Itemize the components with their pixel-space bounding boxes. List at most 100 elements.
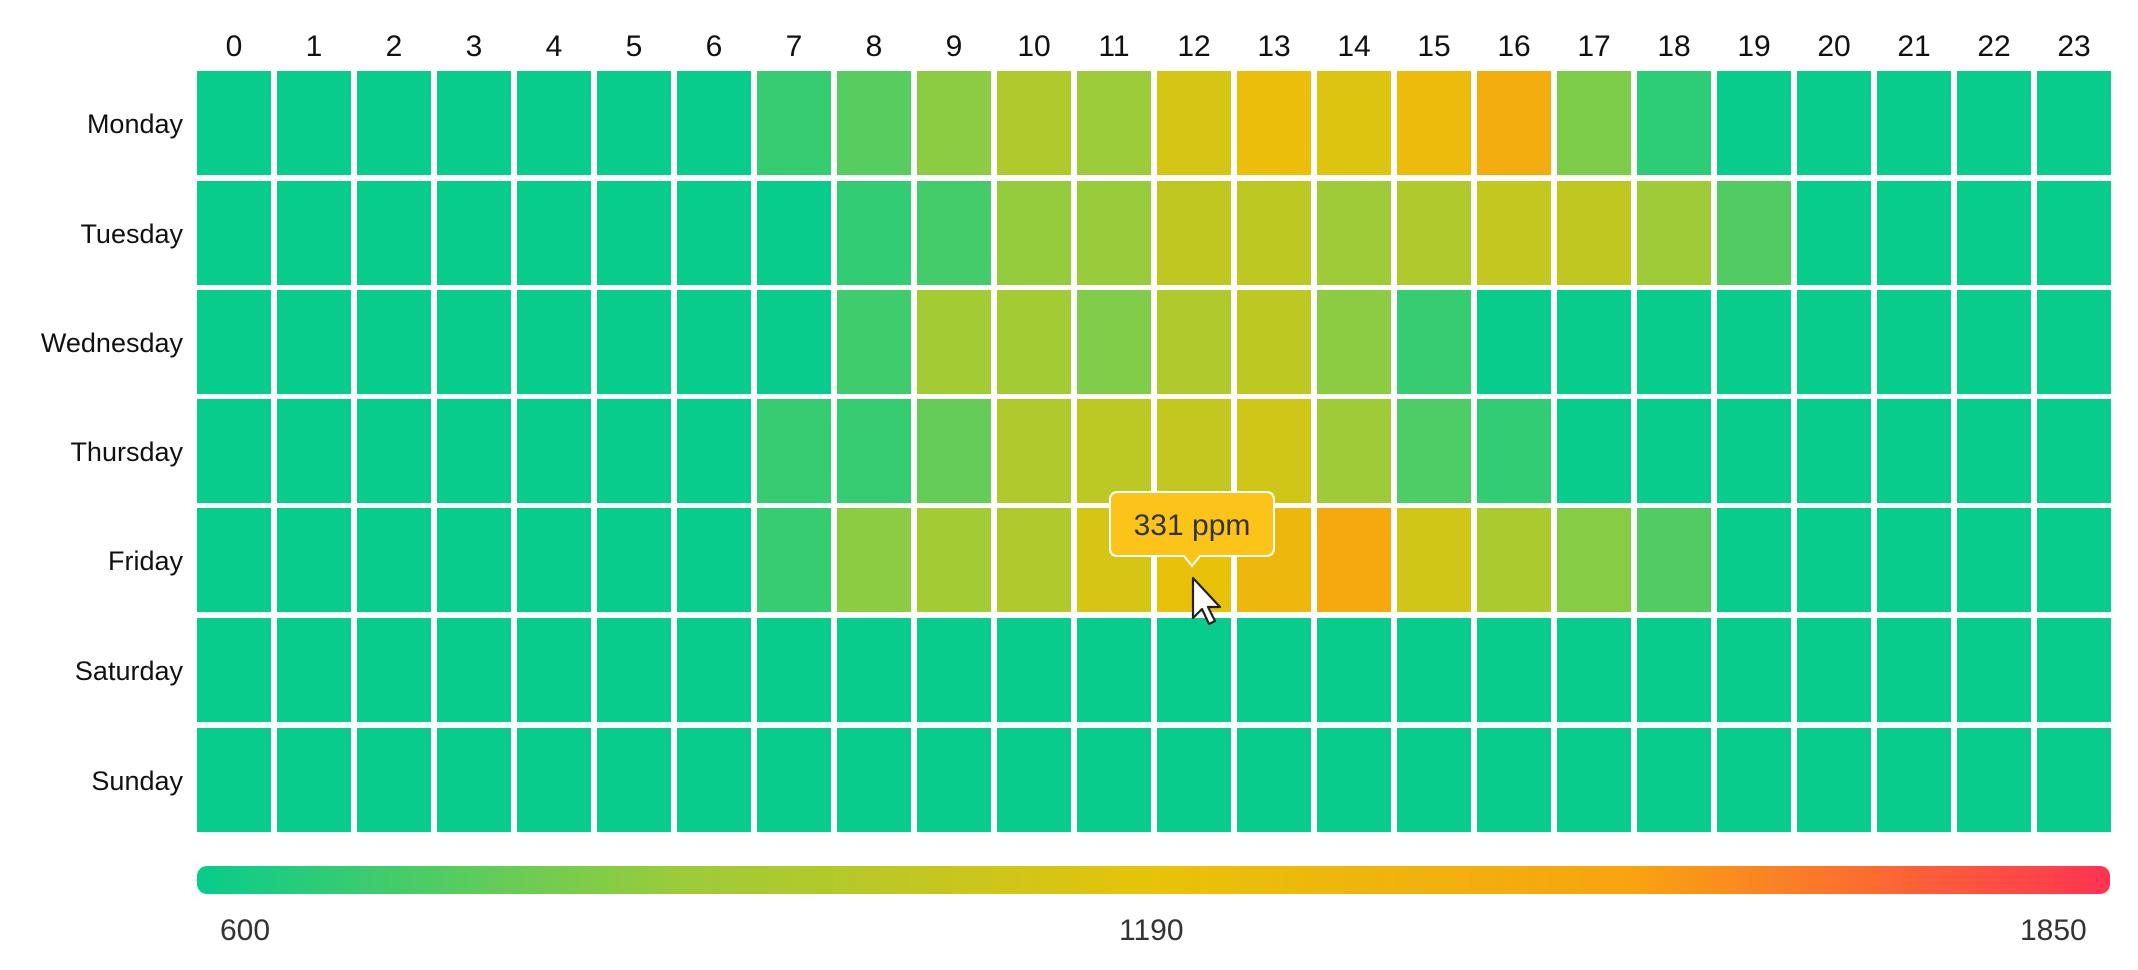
heatmap-cell[interactable] bbox=[1397, 71, 1471, 175]
heatmap-cell[interactable] bbox=[1237, 399, 1311, 503]
heatmap-cell[interactable] bbox=[517, 181, 591, 285]
heatmap-cell[interactable] bbox=[1717, 508, 1791, 612]
heatmap-cell[interactable] bbox=[1877, 508, 1951, 612]
heatmap-cell[interactable] bbox=[1317, 508, 1391, 612]
heatmap-cell[interactable] bbox=[2037, 728, 2111, 832]
heatmap-cell[interactable] bbox=[1957, 618, 2031, 722]
heatmap-cell[interactable] bbox=[197, 399, 271, 503]
heatmap-cell[interactable] bbox=[1557, 290, 1631, 394]
heatmap-cell[interactable] bbox=[1797, 290, 1871, 394]
heatmap-cell[interactable] bbox=[1477, 618, 1551, 722]
heatmap-cell[interactable] bbox=[1797, 508, 1871, 612]
heatmap-cell[interactable] bbox=[757, 728, 831, 832]
heatmap-cell[interactable] bbox=[917, 290, 991, 394]
heatmap-cell[interactable] bbox=[1477, 181, 1551, 285]
heatmap-cell[interactable] bbox=[1397, 399, 1471, 503]
heatmap-cell[interactable] bbox=[1317, 618, 1391, 722]
heatmap-cell[interactable] bbox=[357, 618, 431, 722]
heatmap-cell[interactable] bbox=[2037, 71, 2111, 175]
heatmap-cell[interactable] bbox=[917, 618, 991, 722]
heatmap-cell[interactable] bbox=[917, 728, 991, 832]
heatmap-cell[interactable] bbox=[1957, 290, 2031, 394]
heatmap-cell[interactable] bbox=[677, 290, 751, 394]
heatmap-cell[interactable] bbox=[1637, 728, 1711, 832]
heatmap-cell[interactable] bbox=[197, 71, 271, 175]
heatmap-cell[interactable] bbox=[1877, 71, 1951, 175]
heatmap-cell[interactable] bbox=[277, 181, 351, 285]
heatmap-cell[interactable] bbox=[997, 290, 1071, 394]
heatmap-cell[interactable] bbox=[597, 728, 671, 832]
heatmap-cell[interactable] bbox=[1717, 399, 1791, 503]
heatmap-cell[interactable] bbox=[1797, 181, 1871, 285]
heatmap-cell[interactable] bbox=[997, 618, 1071, 722]
heatmap-cell[interactable] bbox=[917, 508, 991, 612]
heatmap-cell[interactable] bbox=[197, 508, 271, 612]
heatmap-cell[interactable] bbox=[517, 399, 591, 503]
heatmap-cell[interactable] bbox=[1877, 290, 1951, 394]
heatmap-cell[interactable] bbox=[2037, 618, 2111, 722]
heatmap-cell[interactable] bbox=[757, 181, 831, 285]
heatmap-cell[interactable] bbox=[1477, 508, 1551, 612]
heatmap-cell[interactable] bbox=[1157, 399, 1231, 503]
heatmap-cell[interactable] bbox=[1637, 181, 1711, 285]
heatmap-cell[interactable] bbox=[1317, 290, 1391, 394]
heatmap-cell[interactable] bbox=[1797, 399, 1871, 503]
heatmap-cell[interactable] bbox=[757, 618, 831, 722]
heatmap-cell[interactable] bbox=[1477, 728, 1551, 832]
heatmap-cell[interactable] bbox=[1317, 728, 1391, 832]
heatmap-cell[interactable] bbox=[277, 618, 351, 722]
heatmap-cell[interactable] bbox=[1397, 290, 1471, 394]
heatmap-cell[interactable] bbox=[1397, 508, 1471, 612]
heatmap-cell[interactable] bbox=[597, 71, 671, 175]
heatmap-cell[interactable] bbox=[1157, 181, 1231, 285]
heatmap-cell[interactable] bbox=[677, 618, 751, 722]
heatmap-cell[interactable] bbox=[917, 71, 991, 175]
heatmap-cell[interactable] bbox=[2037, 290, 2111, 394]
heatmap-cell[interactable] bbox=[277, 71, 351, 175]
heatmap-cell[interactable] bbox=[1957, 399, 2031, 503]
heatmap-cell[interactable] bbox=[677, 71, 751, 175]
heatmap-cell[interactable] bbox=[357, 71, 431, 175]
heatmap-cell[interactable] bbox=[1957, 508, 2031, 612]
heatmap-cell[interactable] bbox=[1077, 181, 1151, 285]
heatmap-cell[interactable] bbox=[197, 181, 271, 285]
heatmap-cell[interactable] bbox=[1077, 399, 1151, 503]
heatmap-cell[interactable] bbox=[997, 181, 1071, 285]
heatmap-cell[interactable] bbox=[1957, 728, 2031, 832]
heatmap-cell[interactable] bbox=[1797, 618, 1871, 722]
heatmap-cell[interactable] bbox=[1397, 618, 1471, 722]
heatmap-cell[interactable] bbox=[277, 728, 351, 832]
heatmap-cell[interactable] bbox=[437, 399, 511, 503]
heatmap-cell[interactable] bbox=[597, 399, 671, 503]
heatmap-cell[interactable] bbox=[997, 508, 1071, 612]
heatmap-cell[interactable] bbox=[517, 71, 591, 175]
heatmap-cell[interactable] bbox=[2037, 399, 2111, 503]
heatmap-cell[interactable] bbox=[1717, 728, 1791, 832]
heatmap-cell[interactable] bbox=[277, 399, 351, 503]
heatmap-cell[interactable] bbox=[917, 399, 991, 503]
heatmap-cell[interactable] bbox=[837, 618, 911, 722]
heatmap-cell[interactable] bbox=[1077, 290, 1151, 394]
heatmap-cell[interactable] bbox=[677, 181, 751, 285]
heatmap-cell[interactable] bbox=[1717, 290, 1791, 394]
heatmap-cell[interactable] bbox=[917, 181, 991, 285]
heatmap-cell[interactable] bbox=[997, 399, 1071, 503]
heatmap-cell[interactable] bbox=[517, 290, 591, 394]
heatmap-cell[interactable] bbox=[1877, 399, 1951, 503]
heatmap-cell[interactable] bbox=[357, 181, 431, 285]
heatmap-cell[interactable] bbox=[757, 508, 831, 612]
heatmap-cell[interactable] bbox=[1157, 618, 1231, 722]
heatmap-cell[interactable] bbox=[1557, 508, 1631, 612]
heatmap-cell[interactable] bbox=[1317, 181, 1391, 285]
heatmap-cell[interactable] bbox=[1237, 290, 1311, 394]
heatmap-cell[interactable] bbox=[1157, 728, 1231, 832]
heatmap-cell[interactable] bbox=[597, 181, 671, 285]
heatmap-cell[interactable] bbox=[1237, 618, 1311, 722]
heatmap-cell[interactable] bbox=[997, 71, 1071, 175]
heatmap-cell[interactable] bbox=[437, 71, 511, 175]
heatmap-cell[interactable] bbox=[677, 728, 751, 832]
heatmap-cell[interactable] bbox=[757, 71, 831, 175]
heatmap-cell[interactable] bbox=[1557, 399, 1631, 503]
heatmap-cell[interactable] bbox=[1797, 71, 1871, 175]
heatmap-cell[interactable] bbox=[517, 618, 591, 722]
